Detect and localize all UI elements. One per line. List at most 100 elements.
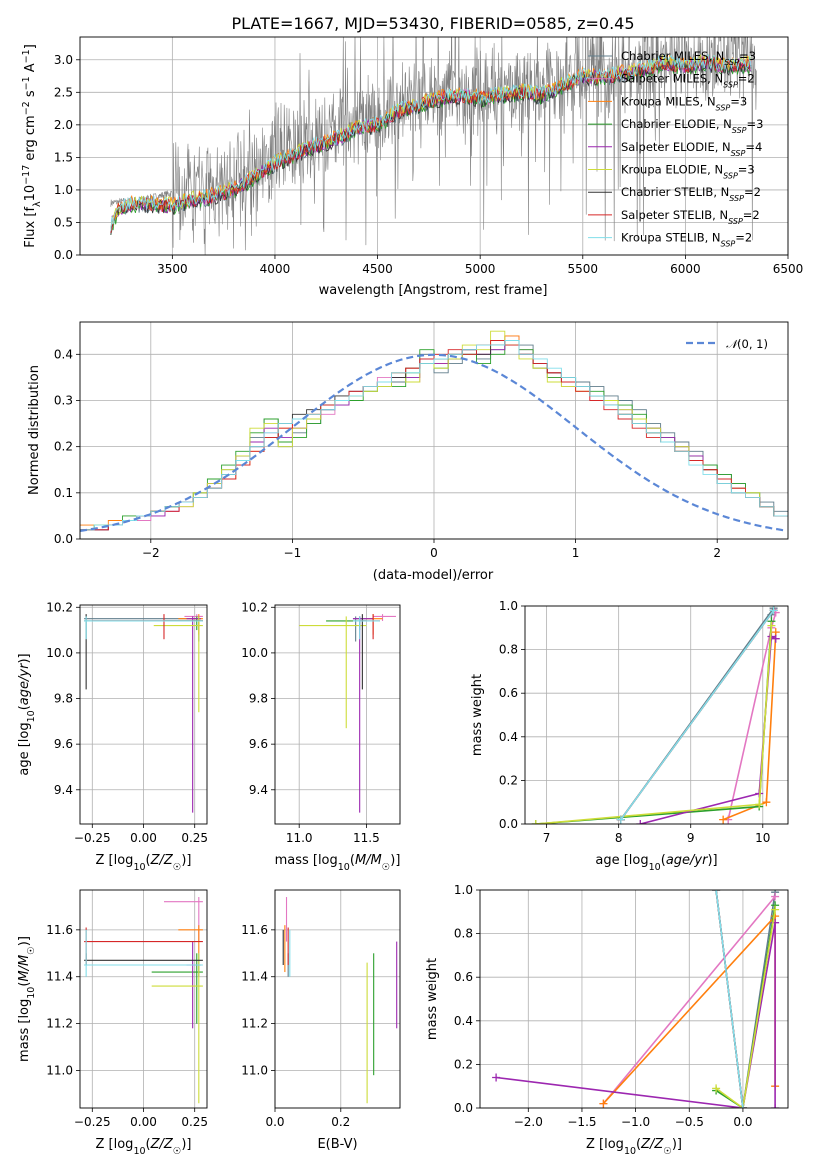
weight-line [602,895,776,1105]
weight-series-chabrier-elodie [531,617,776,824]
x-tick-label: 5000 [465,262,496,276]
y-tick-label: 11.6 [46,923,73,937]
weight-marker [599,1099,608,1108]
x-tick-label: −2 [142,546,160,560]
y-axis-label: mass [log10(M/M☉)] [17,936,37,1062]
weight-line [620,609,775,821]
errorbar-kroupa-elodie [299,616,367,729]
y-tick-label: 10.0 [46,646,73,660]
grid [80,605,207,824]
weight-series-kroupa-stelib [712,890,747,1108]
x-tick-label: 0.00 [130,831,157,845]
y-tick-label: 9.4 [54,783,73,797]
legend-entry: Kroupa MILES, NSSP=3 [621,94,747,112]
weight-marker [771,892,780,901]
y-tick-label: 9.8 [249,692,268,706]
x-tick-label: −2.0 [514,1115,543,1129]
plot-area [299,614,396,813]
y-tick-label: 0.2 [499,773,518,787]
axes-frame [524,605,789,825]
y-axis-label: mass weight [425,958,440,1040]
plot-area [84,614,203,813]
plot-area [492,890,780,1108]
x-tick-label: 9 [687,831,695,845]
x-axis-label: age [log10(age/yr)] [595,853,717,873]
plot-area [84,897,203,1104]
errorbar-salpeter-stelib [92,614,203,640]
weight-line [496,922,776,1108]
x-tick-label: −0.5 [675,1115,704,1129]
weight-marker [712,1084,721,1093]
x-tick-label: 0.25 [181,1115,208,1129]
plot-area [80,330,788,532]
y-tick-label: 0.8 [454,927,473,941]
grid [274,890,400,1108]
y-tick-label: 1.0 [499,599,518,613]
spectrum-legend: Chabrier MILES, NSSP=3 Salpeter MILES, NS… [588,49,763,248]
weight-marker [719,815,728,824]
weight-line [640,635,777,824]
y-tick-label: 10.2 [241,600,268,614]
x-tick-label: 4000 [260,262,291,276]
x-tick-label: 3500 [157,262,188,276]
y-tick-label: 10.0 [241,646,268,660]
errorbar-salpeter-elodie [352,616,374,813]
x-axis-label: E(B-V) [317,1137,357,1152]
weight-marker [636,820,645,824]
weight-line [715,890,776,1108]
y-tick-label: 11.0 [46,1063,73,1077]
axes-frame [274,889,401,1109]
weight-line [535,625,773,824]
y-tick-label: 0.4 [454,1014,473,1028]
y-axis-label: mass weight [470,674,485,756]
weight-marker [771,634,780,643]
x-tick-label: 11.5 [353,831,380,845]
y-tick-label: 1.5 [54,150,73,164]
weight-marker [492,1073,501,1082]
x-tick-label: 11.0 [286,831,313,845]
y-tick-label: 11.4 [46,970,73,984]
legend-entry: 𝒩(0, 1) [726,337,768,351]
errorbar-kroupa-stelib [84,616,203,640]
grid [275,605,400,824]
x-axis-label: Z [log10(Z/Z☉)] [586,1137,682,1157]
x-tick-label: −1.5 [567,1115,596,1129]
x-axis-label: mass [log10(M/M☉)] [275,853,401,873]
x-tick-label: −0.25 [74,831,111,845]
x-tick-label: 0.25 [181,831,208,845]
grid [80,890,207,1108]
axes-frame [79,321,789,540]
x-tick-label: 0.0 [265,1115,284,1129]
panel-weight_vs_age: 7 8 9 10 0.0 0.2 0.4 0.6 0.8 1.0 age [log10(age/yr… [470,599,789,873]
x-axis-label: Z [log10(Z/Z☉)] [96,853,192,873]
weight-series-salpeter-elodie [636,632,780,824]
panel-residuals: −2 −1 0 1 2 0.0 0.1 0.2 0.3 0.4 𝒩(0, 1) (data-model… [27,321,789,583]
y-axis-label: age [log10(age/yr)] [17,653,37,775]
weight-line [715,905,776,1108]
y-tick-label: 11.0 [241,1063,268,1077]
y-tick-label: 0.6 [499,686,518,700]
weight-series-kroupa-elodie [531,621,776,824]
weight-marker [738,1104,747,1108]
y-tick-label: 0.2 [54,440,73,454]
legend-entry: Chabrier STELIB, NSSP=2 [621,185,761,203]
weight-marker [771,1104,780,1108]
weight-line [535,621,773,824]
y-tick-label: 9.4 [249,783,268,797]
weight-marker [767,621,776,630]
x-tick-label: −1.0 [621,1115,650,1129]
plot-area [110,37,758,255]
y-tick-label: 9.6 [54,737,73,751]
x-tick-label: 7 [543,831,551,845]
panel-mass_vs_EBV: 0.0 0.2 11.0 11.2 11.4 11.6 E(B-V) [241,889,401,1152]
errorbar-salpeter-miles [184,614,203,621]
x-axis-label: (data-model)/error [373,568,494,583]
y-tick-label: 0.3 [54,393,73,407]
x-tick-label: 2 [713,546,721,560]
y-tick-label: 0.4 [499,730,518,744]
axes-frame [79,889,208,1109]
x-tick-label: −0.25 [74,1115,111,1129]
x-tick-label: 1 [572,546,580,560]
y-tick-label: 0.0 [54,532,73,546]
